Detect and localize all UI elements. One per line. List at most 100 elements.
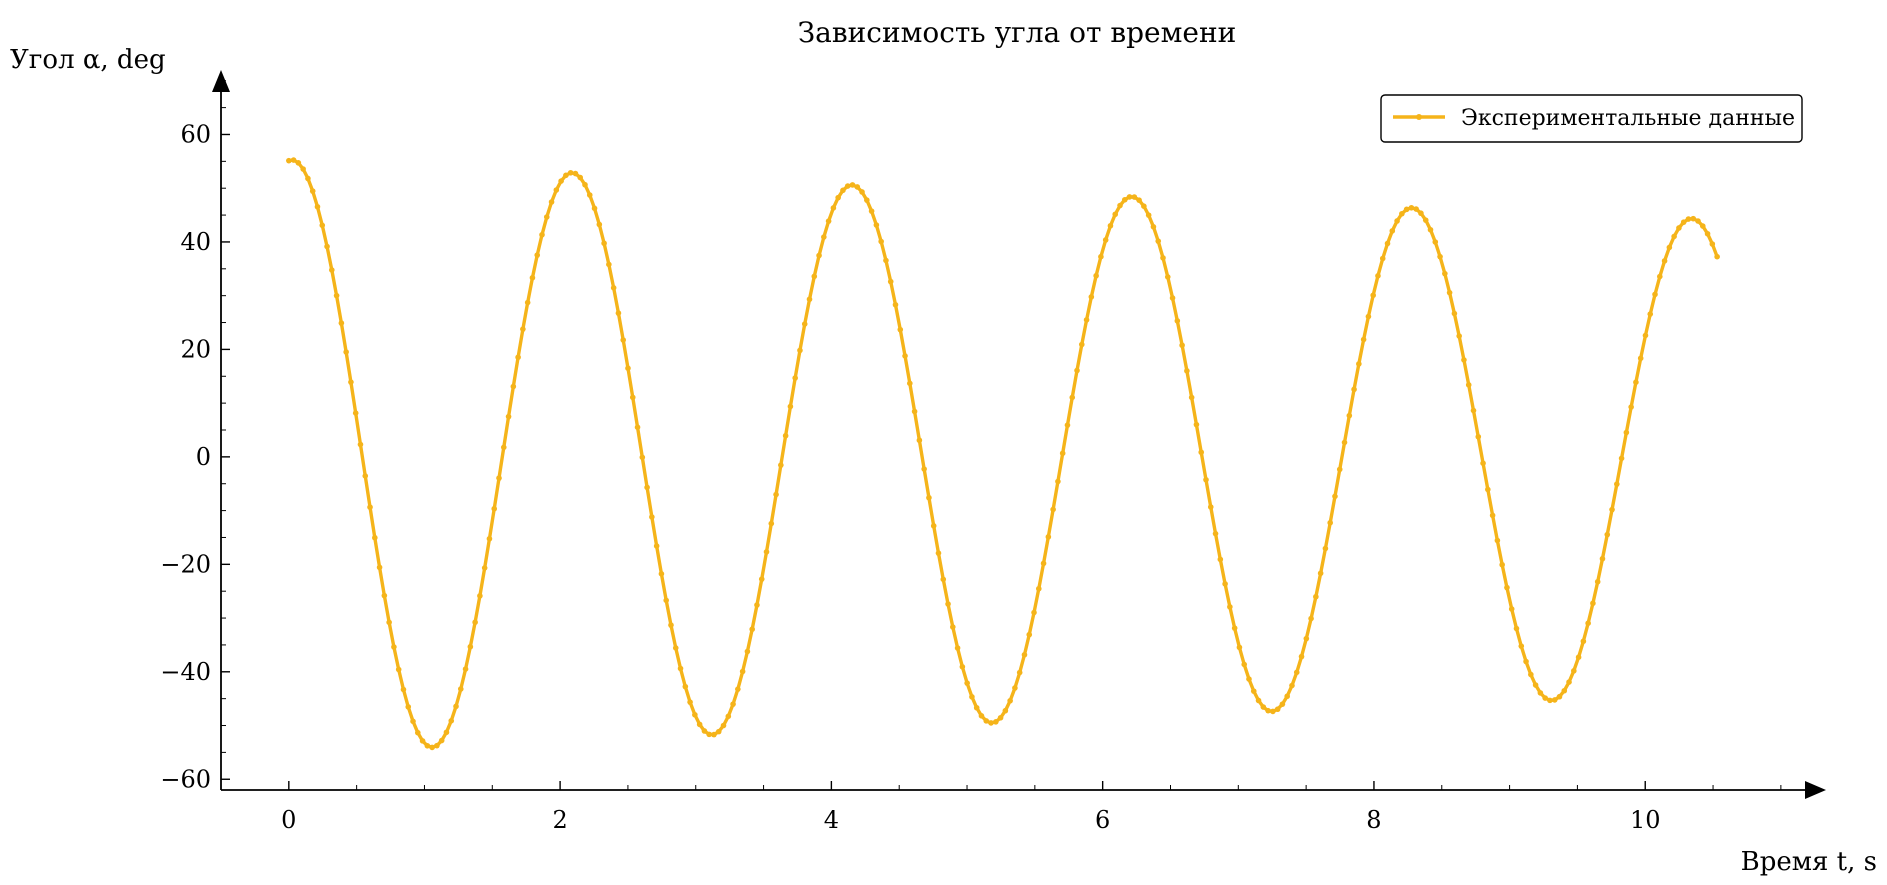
data-point xyxy=(520,326,526,332)
data-point xyxy=(524,299,531,306)
data-point xyxy=(1699,223,1706,229)
data-point xyxy=(959,664,966,670)
data-point xyxy=(1112,211,1119,218)
data-point xyxy=(1504,584,1510,591)
data-point xyxy=(658,571,665,577)
x-axis-arrow xyxy=(1805,781,1826,799)
data-point xyxy=(835,194,841,201)
y-axis-label: Угол α, deg xyxy=(10,45,166,75)
data-point xyxy=(419,738,426,744)
data-point xyxy=(457,686,464,692)
data-point xyxy=(725,713,732,720)
legend: Экспериментальные данные xyxy=(1380,94,1803,143)
data-point xyxy=(854,184,861,190)
data-point xyxy=(348,379,354,385)
data-point xyxy=(1078,341,1085,348)
data-point xyxy=(1695,218,1701,224)
legend-entry-label: Экспериментальные данные xyxy=(1461,106,1795,131)
data-point xyxy=(1193,421,1200,428)
data-point xyxy=(1489,512,1496,519)
data-point xyxy=(1475,433,1482,440)
data-point xyxy=(773,491,779,498)
data-point xyxy=(1379,255,1386,262)
data-point xyxy=(1265,707,1271,714)
data-point xyxy=(816,252,822,259)
data-point xyxy=(563,172,569,179)
data-point xyxy=(1341,439,1348,446)
data-point xyxy=(859,189,865,195)
data-point xyxy=(730,701,736,707)
data-point xyxy=(529,274,536,281)
data-point xyxy=(1403,206,1410,213)
data-point xyxy=(1523,658,1529,665)
data-point xyxy=(333,292,340,299)
data-point xyxy=(672,645,679,651)
data-point xyxy=(864,197,870,203)
data-point xyxy=(1293,669,1300,676)
data-point xyxy=(1336,466,1343,473)
data-point xyxy=(357,441,364,448)
data-point xyxy=(1690,215,1697,222)
x-tick-label: 0 xyxy=(281,806,296,834)
data-point xyxy=(950,624,956,630)
data-point xyxy=(801,321,808,327)
data-point xyxy=(434,742,440,749)
data-point xyxy=(653,543,660,549)
data-point xyxy=(1599,555,1606,562)
data-point xyxy=(1456,333,1462,339)
data-point xyxy=(1255,697,1262,704)
data-point xyxy=(883,257,889,264)
data-point xyxy=(668,622,674,628)
data-point xyxy=(868,208,875,214)
data-point xyxy=(1437,253,1443,260)
data-point xyxy=(1408,204,1415,211)
data-point xyxy=(1241,661,1248,668)
data-point xyxy=(1260,704,1267,710)
data-point xyxy=(930,523,937,529)
data-point xyxy=(1657,273,1663,280)
data-point xyxy=(902,353,908,359)
data-point xyxy=(1145,212,1152,218)
data-point xyxy=(1356,361,1362,367)
data-point xyxy=(687,699,693,705)
data-point xyxy=(1442,270,1448,277)
data-point xyxy=(1222,581,1228,587)
data-point xyxy=(692,711,698,718)
data-point xyxy=(1131,194,1138,200)
data-point xyxy=(625,365,631,372)
data-point xyxy=(1227,604,1233,610)
data-point xyxy=(935,550,942,556)
data-point xyxy=(1427,226,1434,233)
data-point xyxy=(1676,225,1682,231)
data-point xyxy=(1059,450,1066,457)
data-point xyxy=(1551,697,1558,703)
data-point xyxy=(1642,332,1649,339)
data-point xyxy=(1298,653,1305,660)
data-point xyxy=(806,296,813,303)
data-point xyxy=(1026,631,1033,638)
series-group xyxy=(286,157,1720,751)
data-point xyxy=(486,535,493,542)
data-point xyxy=(1590,600,1596,607)
data-point xyxy=(309,188,316,194)
data-point xyxy=(825,218,832,224)
data-point xyxy=(735,686,741,692)
data-point xyxy=(1012,685,1018,691)
data-point xyxy=(567,169,574,176)
data-point xyxy=(338,320,345,326)
data-point xyxy=(1465,382,1472,388)
data-point xyxy=(586,192,593,198)
data-point xyxy=(1704,230,1711,237)
data-point xyxy=(515,354,521,361)
data-point xyxy=(758,576,765,582)
y-tick-label: 20 xyxy=(180,335,211,363)
data-point xyxy=(1016,669,1023,676)
data-point xyxy=(892,301,899,308)
data-point xyxy=(319,222,326,229)
data-point xyxy=(491,505,498,512)
data-point xyxy=(1088,294,1095,300)
data-point xyxy=(1556,693,1563,700)
data-point xyxy=(634,424,641,430)
data-point xyxy=(505,413,512,420)
data-point xyxy=(314,203,321,210)
